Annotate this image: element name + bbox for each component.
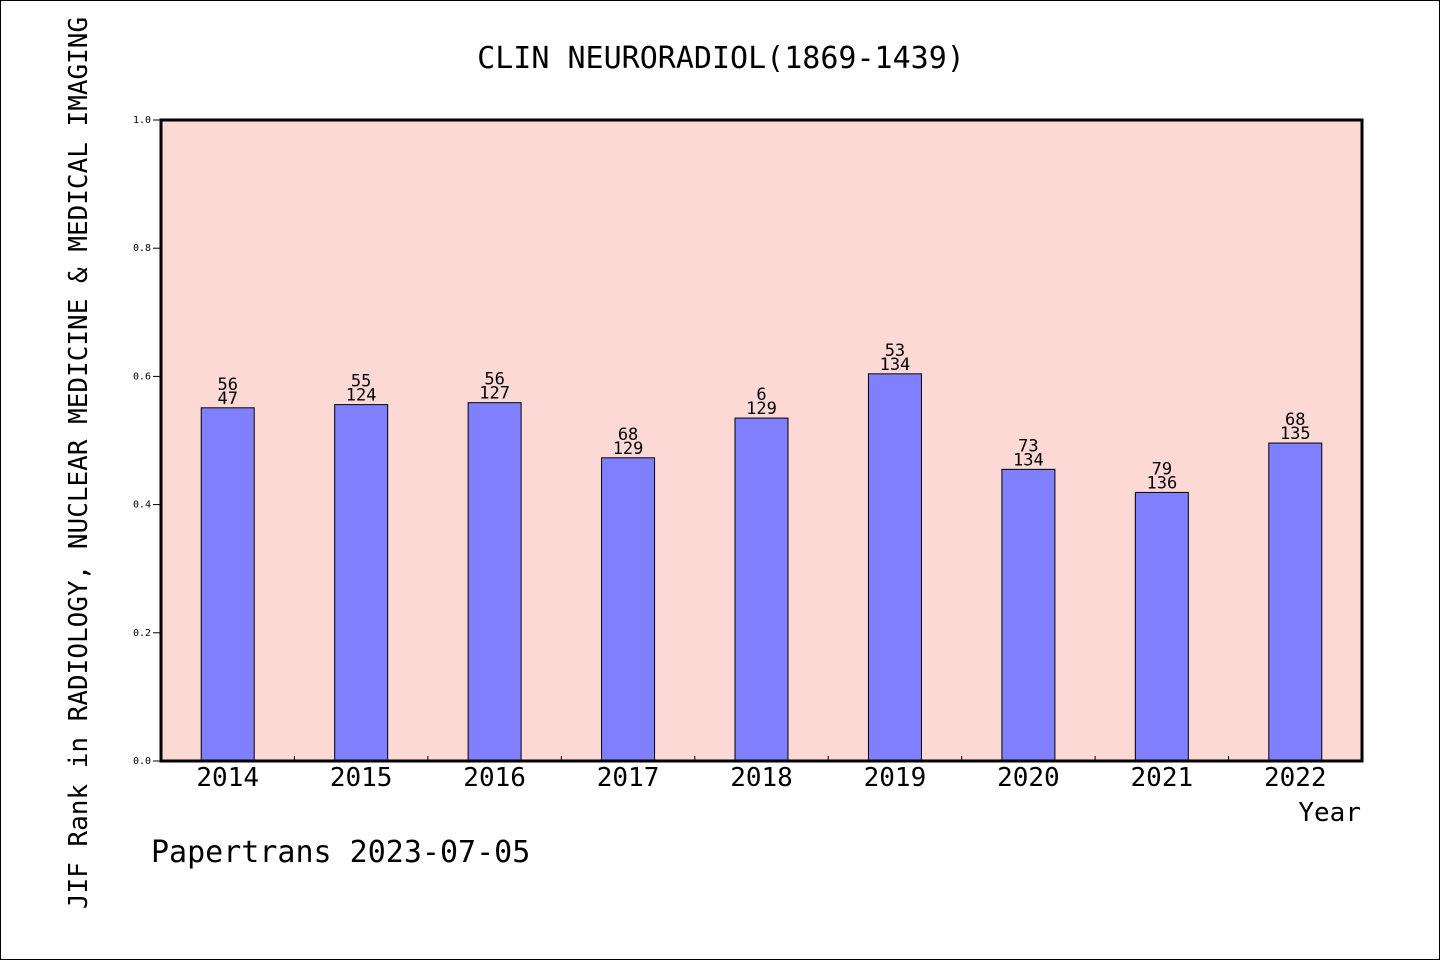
bar-2021 (1134, 491, 1189, 762)
bar-label-bottom: 134 (880, 355, 911, 375)
x-tick-label: 2017 (597, 763, 660, 793)
bar-label-top: 79 (1152, 459, 1172, 479)
bar-label-top: 53 (885, 341, 905, 361)
bar-2017 (601, 457, 656, 762)
bar-label-top: 68 (1285, 410, 1305, 430)
bar-label-bottom: 134 (1013, 450, 1044, 470)
bar-label-bottom: 127 (479, 384, 510, 404)
bar-label-bottom: 124 (346, 386, 377, 406)
bar-2019 (867, 373, 922, 762)
bar-label-top: 6 (756, 385, 766, 405)
chart-title: CLIN NEURORADIOL(1869-1439) (477, 41, 965, 76)
bar-label-top: 56 (217, 375, 237, 395)
bar-label-bottom: 129 (613, 439, 644, 459)
x-tick-label: 2021 (1131, 763, 1194, 793)
plot-frame (159, 118, 1364, 763)
bar-label-top: 68 (618, 425, 638, 445)
x-tick-label: 2020 (997, 763, 1060, 793)
bar-2015 (334, 404, 389, 762)
y-tick-label: 1.0 (133, 115, 151, 126)
bar-label-top: 56 (484, 370, 504, 390)
y-tick-label: 0.2 (133, 628, 151, 639)
bar-label-top: 55 (351, 372, 371, 392)
y-tick-label: 0.0 (133, 756, 151, 767)
bar-label-top: 73 (1018, 436, 1038, 456)
x-axis-label: Year (1298, 798, 1361, 828)
footer-note: Papertrans 2023-07-05 (151, 835, 531, 870)
bar-label-bottom: 135 (1280, 424, 1311, 444)
bar-2020 (1001, 468, 1056, 762)
x-tick-label: 2018 (730, 763, 793, 793)
x-tick-label: 2016 (463, 763, 526, 793)
x-tick-label: 2019 (864, 763, 927, 793)
x-tick-label: 2015 (330, 763, 393, 793)
y-tick-label: 0.4 (133, 500, 151, 511)
y-axis-label: JIF Rank in RADIOLOGY, NUCLEAR MEDICINE … (64, 17, 94, 909)
bar-label-bottom: 136 (1146, 473, 1177, 493)
bar-label-bottom: 129 (746, 399, 777, 419)
x-tick-label: 2014 (196, 763, 259, 793)
y-tick-label: 0.8 (133, 243, 151, 254)
bar-label-bottom: 47 (217, 389, 237, 409)
bar-2016 (467, 402, 522, 762)
bar-2018 (734, 417, 789, 762)
bar-2022 (1268, 442, 1323, 762)
y-tick-label: 0.6 (133, 371, 151, 382)
bar-2014 (200, 407, 255, 762)
x-tick-label: 2022 (1264, 763, 1327, 793)
